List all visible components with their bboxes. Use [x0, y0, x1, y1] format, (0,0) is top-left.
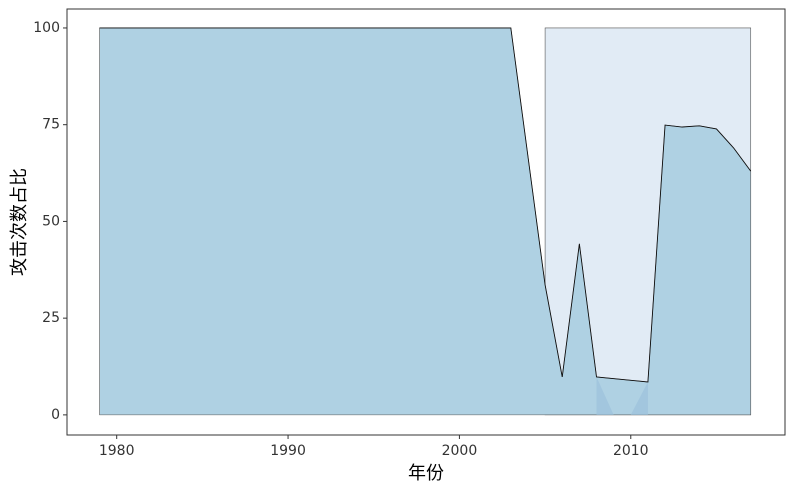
y-tick-label: 75	[42, 117, 60, 133]
x-tick-label: 2000	[442, 443, 478, 459]
y-tick-label: 100	[33, 20, 60, 36]
x-axis-title: 年份	[408, 463, 444, 484]
x-tick-label: 2010	[613, 443, 649, 459]
x-tick-label: 1980	[99, 443, 135, 459]
area-fill	[596, 376, 648, 415]
y-tick-label: 50	[42, 213, 60, 229]
y-axis-title: 攻击次数占比	[9, 168, 30, 276]
area-line	[99, 27, 752, 383]
plot-border	[66, 8, 786, 436]
y-tick-label: 0	[51, 407, 60, 423]
y-tick-label: 25	[42, 310, 60, 326]
x-tick-label: 1990	[270, 443, 306, 459]
